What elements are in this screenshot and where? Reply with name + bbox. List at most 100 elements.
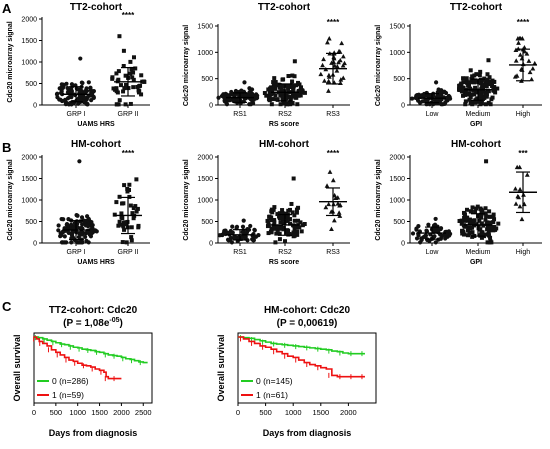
data-point — [287, 100, 292, 105]
data-point — [265, 218, 270, 223]
x-axis-label: GPI — [470, 259, 482, 266]
x-tick-label: GRP II — [118, 249, 139, 256]
data-point — [468, 95, 473, 100]
data-point — [271, 81, 276, 86]
x-tick-label: 0 — [236, 408, 240, 417]
data-point — [484, 159, 489, 164]
data-point — [513, 47, 519, 53]
data-point — [326, 88, 331, 93]
y-axis-label: Cdc20 microarray signal — [375, 25, 382, 106]
x-axis-label: RS score — [269, 259, 299, 266]
data-point — [84, 86, 89, 91]
data-point — [524, 172, 530, 177]
dot-plot-panel: HM-cohort 0 500 1000 1500 2000 Cdc20 microarra… — [183, 139, 350, 266]
data-point — [266, 87, 271, 92]
data-point — [473, 100, 478, 105]
data-point — [59, 233, 64, 238]
data-point — [59, 82, 64, 87]
x-tick-label: GRP I — [67, 111, 86, 118]
data-point — [275, 212, 280, 217]
y-tick-label: 500 — [393, 76, 405, 83]
data-point — [285, 102, 290, 107]
data-point — [466, 83, 471, 88]
y-axis-label: Cdc20 microarray signal — [7, 21, 14, 102]
data-point — [240, 224, 246, 229]
data-point — [335, 195, 341, 200]
data-point — [266, 231, 271, 236]
data-point — [68, 87, 74, 93]
data-point — [476, 214, 481, 219]
data-point — [290, 79, 295, 84]
data-point — [286, 74, 291, 79]
data-point — [216, 95, 221, 100]
data-point — [129, 67, 134, 72]
data-point — [59, 216, 64, 222]
data-point — [62, 234, 67, 239]
y-tick-label: 0 — [33, 103, 37, 110]
data-point — [519, 216, 525, 222]
km-title: HM-cohort: Cdc20 — [264, 305, 351, 316]
data-point — [268, 86, 273, 91]
data-point — [527, 69, 533, 75]
data-point — [123, 73, 128, 78]
data-point — [432, 234, 437, 239]
data-point — [287, 217, 292, 222]
data-point — [409, 96, 415, 101]
x-tick-label: 500 — [259, 408, 272, 417]
data-point — [241, 218, 246, 223]
data-point — [86, 240, 91, 245]
y-tick-label: 1000 — [389, 50, 405, 57]
data-point — [472, 78, 477, 83]
km-subtitle-end: ) — [120, 318, 123, 329]
data-point — [491, 224, 496, 229]
data-point — [122, 220, 127, 225]
data-point — [447, 96, 453, 101]
data-point — [81, 95, 87, 100]
data-point — [280, 211, 285, 216]
data-point — [292, 59, 297, 64]
data-point — [219, 232, 224, 238]
data-point — [131, 216, 136, 221]
data-point — [118, 83, 123, 88]
data-point — [338, 77, 344, 82]
data-point — [517, 204, 523, 209]
data-point — [478, 77, 483, 82]
data-point — [273, 93, 278, 98]
data-point — [89, 220, 94, 225]
data-point — [249, 91, 254, 96]
data-point — [289, 232, 294, 237]
data-point — [244, 230, 250, 235]
data-point — [227, 230, 232, 235]
data-point — [481, 94, 486, 99]
data-point — [280, 208, 285, 213]
dot-plot-panel: HM-cohort 0 500 1000 1500 2000 Cdc20 microarra… — [375, 139, 542, 266]
data-point — [278, 226, 283, 231]
data-point — [461, 93, 466, 98]
data-point — [298, 220, 303, 225]
data-point — [280, 95, 285, 100]
data-point — [458, 85, 463, 90]
data-point — [457, 218, 462, 223]
data-point — [296, 218, 301, 223]
data-point — [299, 229, 304, 234]
data-point — [269, 230, 274, 235]
x-tick-label: 1000 — [69, 408, 86, 417]
data-point — [488, 214, 493, 219]
data-point — [228, 235, 234, 241]
legend-label: 0 (n=286) — [52, 376, 89, 386]
data-point — [461, 223, 466, 228]
x-tick-label: 1500 — [312, 408, 329, 417]
survival-curve — [238, 336, 365, 355]
data-point — [335, 201, 341, 206]
legend-label: 1 (n=59) — [52, 390, 84, 400]
data-point — [414, 226, 419, 231]
data-point — [65, 85, 70, 91]
data-point — [281, 217, 286, 222]
data-point — [419, 237, 424, 243]
data-point — [423, 233, 429, 238]
data-point — [465, 228, 470, 233]
data-point — [513, 186, 518, 191]
y-tick-label: 1500 — [21, 176, 37, 183]
data-point — [224, 102, 230, 107]
data-point — [122, 227, 127, 232]
